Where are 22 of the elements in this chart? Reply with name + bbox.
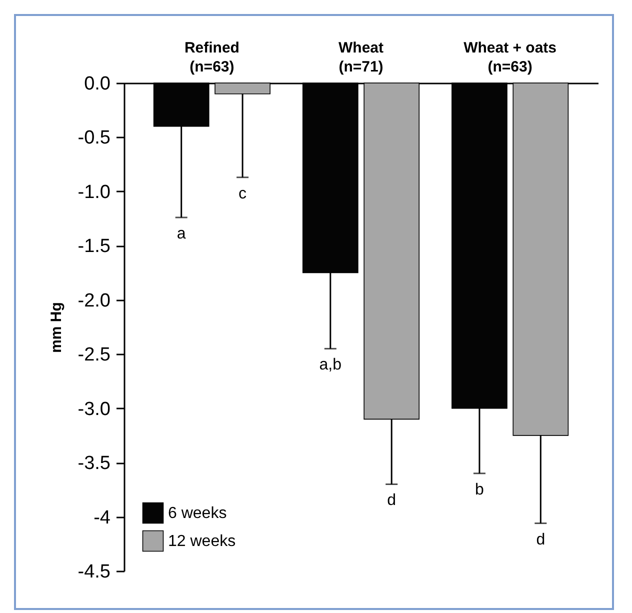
y-tick-label: 0.0 xyxy=(84,74,110,94)
y-tick-label: -2.0 xyxy=(78,290,110,312)
y-tick-label: -1.0 xyxy=(78,182,110,203)
annotation: a,b xyxy=(319,356,342,374)
y-tick-label: -0.5 xyxy=(78,128,110,149)
legend-label: 6 weeks xyxy=(168,505,227,522)
y-tick-label: -2.5 xyxy=(78,344,110,366)
y-tick-label: -4 xyxy=(94,507,111,528)
x-tick-label: Wheat + oats (n=63) xyxy=(464,40,557,76)
y-tick-label: -1.5 xyxy=(78,236,110,258)
annotation: b xyxy=(475,481,484,498)
annotation: c xyxy=(238,185,247,202)
y-tick-label: -3.0 xyxy=(78,398,110,420)
annotation: a xyxy=(176,225,186,242)
x-tick-label: Wheat (n=71) xyxy=(338,40,384,76)
annotation: d xyxy=(536,531,546,548)
y-axis-title: mm Hg xyxy=(48,302,65,353)
x-tick-label: Refined (n=63) xyxy=(184,40,240,76)
legend-label: 12 weeks xyxy=(168,533,236,550)
y-tick-label: -4.5 xyxy=(78,562,110,582)
annotation: d xyxy=(387,492,396,510)
y-tick-label: -3.5 xyxy=(78,453,110,474)
